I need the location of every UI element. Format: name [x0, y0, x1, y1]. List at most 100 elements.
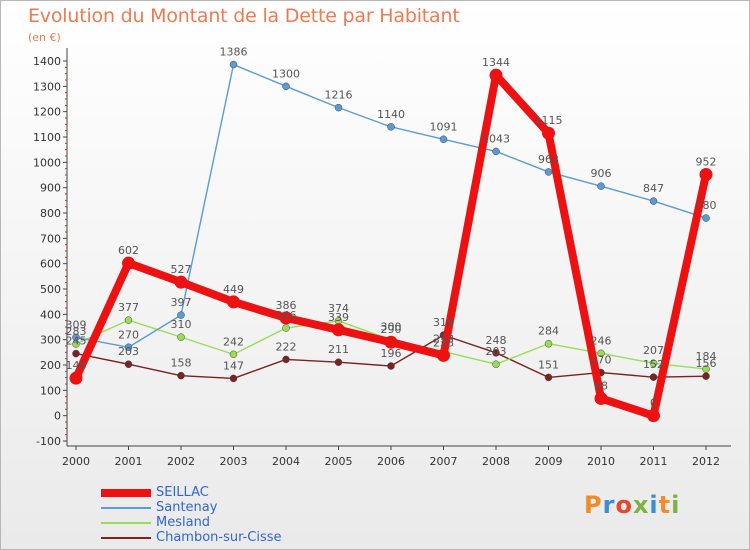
data-label: 952 — [696, 155, 717, 168]
data-point — [279, 311, 293, 325]
data-point — [229, 350, 238, 359]
data-point — [649, 359, 658, 367]
data-label: 184 — [696, 350, 717, 363]
logo-letter: i — [671, 491, 681, 519]
data-point — [597, 349, 605, 358]
x-tick-label: 2006 — [377, 455, 405, 468]
data-point — [177, 333, 185, 341]
data-label: 1216 — [325, 89, 353, 102]
x-tick-label: 2007 — [430, 455, 458, 468]
data-point — [544, 373, 553, 382]
data-label: 1043 — [482, 132, 510, 145]
x-tick-label: 2011 — [640, 455, 668, 468]
data-label: 196 — [381, 347, 402, 360]
legend-label: Santenay — [156, 500, 218, 515]
data-point — [439, 135, 448, 144]
data-point — [702, 214, 710, 222]
data-label: 253 — [433, 333, 454, 346]
data-label: 170 — [591, 354, 612, 367]
data-label: 290 — [381, 323, 402, 336]
legend-item: Chambon-sur-Cisse — [101, 530, 341, 545]
y-tick-label: 900 — [40, 182, 61, 195]
data-label: 339 — [328, 311, 349, 324]
data-label: 248 — [486, 334, 507, 347]
chart-title: Evolution du Montant de la Dette par Hab… — [28, 5, 460, 27]
data-point — [492, 360, 500, 368]
data-point — [387, 362, 395, 370]
data-label: 1386 — [220, 46, 248, 59]
series-seillac — [69, 68, 713, 423]
x-tick-label: 2009 — [535, 455, 563, 468]
data-label: 377 — [118, 301, 139, 314]
legend-item: SEILLAC — [101, 485, 341, 500]
data-point — [387, 123, 395, 131]
data-label: 397 — [171, 296, 192, 309]
data-point — [544, 339, 553, 348]
logo-letter: i — [649, 491, 659, 519]
data-label: 962 — [538, 153, 559, 166]
data-label: 310 — [171, 318, 192, 331]
data-label: 1115 — [535, 114, 563, 127]
data-label: 847 — [643, 182, 664, 195]
data-label: 68 — [594, 379, 608, 392]
y-tick-label: 700 — [40, 232, 61, 245]
data-point — [542, 126, 555, 140]
y-tick-label: 1400 — [33, 55, 61, 68]
data-label: 156 — [696, 357, 717, 370]
data-label: 158 — [171, 357, 192, 370]
x-tick-label: 2002 — [167, 455, 195, 468]
legend-swatch — [101, 489, 151, 497]
x-tick-label: 2008 — [482, 455, 510, 468]
data-label: 1344 — [482, 56, 510, 69]
chart-unit: (en €) — [28, 31, 61, 44]
legend-item: Mesland — [101, 515, 341, 530]
legend-swatch — [101, 507, 151, 509]
legend-item: Santenay — [101, 500, 341, 515]
x-tick-label: 2001 — [115, 455, 143, 468]
data-point — [647, 409, 660, 423]
data-point — [282, 355, 290, 364]
data-label: 245 — [66, 335, 87, 348]
data-label: 780 — [696, 199, 717, 212]
data-label: 246 — [591, 334, 612, 347]
data-label: 283 — [66, 325, 87, 338]
y-tick-label: 1000 — [33, 156, 61, 169]
data-label: 1300 — [272, 67, 300, 80]
data-point — [649, 197, 658, 205]
x-tick-label: 2004 — [272, 455, 300, 468]
y-tick-label: 600 — [40, 258, 61, 271]
data-point — [174, 275, 188, 289]
data-label: 147 — [223, 359, 244, 372]
data-point — [649, 373, 658, 381]
data-point — [597, 182, 605, 190]
data-point — [177, 371, 185, 380]
legend-swatch — [101, 522, 151, 524]
data-point — [282, 324, 290, 332]
data-label: 527 — [171, 263, 192, 276]
y-tick-label: 100 — [40, 384, 61, 397]
data-point — [334, 103, 343, 112]
data-point — [124, 360, 133, 368]
proxiti-logo: Proxiti — [584, 491, 680, 519]
data-label: 318 — [433, 316, 454, 329]
data-label: 0 — [650, 397, 657, 410]
data-label: 300 — [381, 321, 402, 334]
x-tick-label: 2000 — [62, 455, 90, 468]
data-point — [544, 168, 553, 176]
x-tick-label: 2010 — [587, 455, 615, 468]
data-point — [227, 295, 240, 309]
series-line — [72, 259, 448, 383]
data-label: 222 — [276, 340, 297, 353]
y-tick-label: 300 — [40, 334, 61, 347]
series-layer — [69, 60, 713, 423]
legend-label: SEILLAC — [156, 485, 209, 500]
data-point — [229, 60, 238, 69]
series-line — [439, 71, 710, 420]
logo-letter: P — [584, 491, 603, 519]
data-label: 374 — [328, 302, 349, 315]
data-point — [124, 316, 133, 324]
data-label: 1140 — [377, 108, 405, 121]
x-tick-label: 2005 — [325, 455, 353, 468]
data-label: 152 — [643, 358, 664, 371]
